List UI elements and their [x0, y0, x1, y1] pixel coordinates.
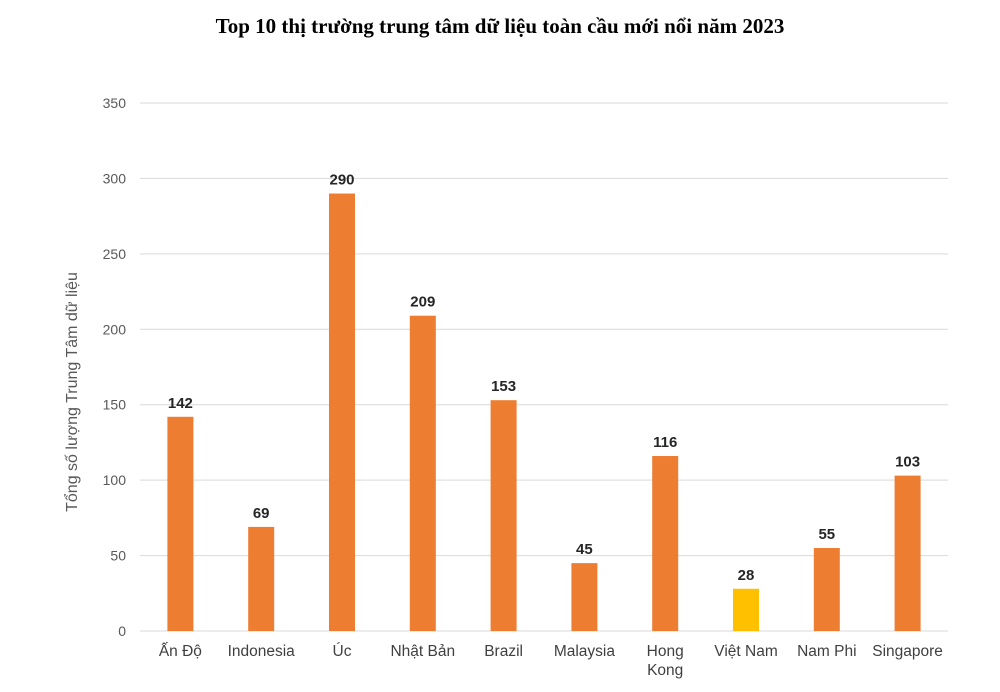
- data-label: 290: [329, 172, 354, 189]
- x-category-label: Nhật Bản: [390, 643, 455, 660]
- data-label: 45: [576, 541, 593, 558]
- bar: [894, 475, 921, 631]
- bar: [490, 400, 517, 631]
- y-tick-label: 0: [118, 623, 126, 639]
- data-label: 116: [653, 434, 677, 451]
- data-label: 103: [895, 454, 920, 471]
- y-axis-title: Tổng số lượng Trung Tâm dữ liệu: [63, 272, 81, 512]
- x-category-label: Việt Nam: [714, 643, 777, 660]
- gridlines: [140, 102, 948, 632]
- bar: [409, 315, 436, 631]
- bars: [167, 193, 921, 631]
- bar: [733, 588, 759, 631]
- y-tick-label: 300: [103, 170, 127, 186]
- bar: [167, 416, 194, 631]
- y-axis-ticks: 0 50 100 150 200 250 300 350: [103, 95, 127, 639]
- data-label: 209: [410, 294, 435, 311]
- y-tick-label: 200: [103, 321, 127, 337]
- x-category-label: Hong: [647, 643, 684, 660]
- x-category-label: Singapore: [872, 643, 943, 660]
- x-axis-categories: Ấn Độ Indonesia Úc Nhật Bản Brazil Malaysia Ho…: [159, 643, 943, 679]
- y-tick-label: 150: [103, 397, 127, 413]
- x-category-label: Ấn Độ: [159, 643, 202, 660]
- y-tick-label: 250: [103, 246, 127, 262]
- bar: [571, 563, 598, 631]
- data-label: 55: [818, 526, 835, 543]
- bar: [248, 526, 275, 631]
- x-category-label: Kong: [647, 662, 683, 679]
- x-category-label: Indonesia: [228, 643, 296, 660]
- y-tick-label: 50: [110, 548, 126, 564]
- data-label: 153: [491, 378, 516, 395]
- chart-title: Top 10 thị trường trung tâm dữ liệu toàn…: [215, 14, 785, 38]
- bar: [652, 456, 679, 631]
- data-label: 69: [253, 505, 270, 522]
- data-label: 28: [738, 567, 755, 584]
- data-labels: 142 69 290 209 153 45 116 28 55 103: [168, 172, 920, 584]
- x-category-label: Úc: [333, 643, 352, 660]
- data-label: 142: [168, 395, 193, 412]
- bar: [813, 548, 840, 631]
- x-category-label: Brazil: [484, 643, 523, 660]
- x-category-label: Nam Phi: [797, 643, 856, 660]
- bar: [329, 193, 355, 631]
- y-tick-label: 100: [103, 472, 127, 488]
- y-tick-label: 350: [103, 95, 127, 111]
- x-category-label: Malaysia: [554, 643, 616, 660]
